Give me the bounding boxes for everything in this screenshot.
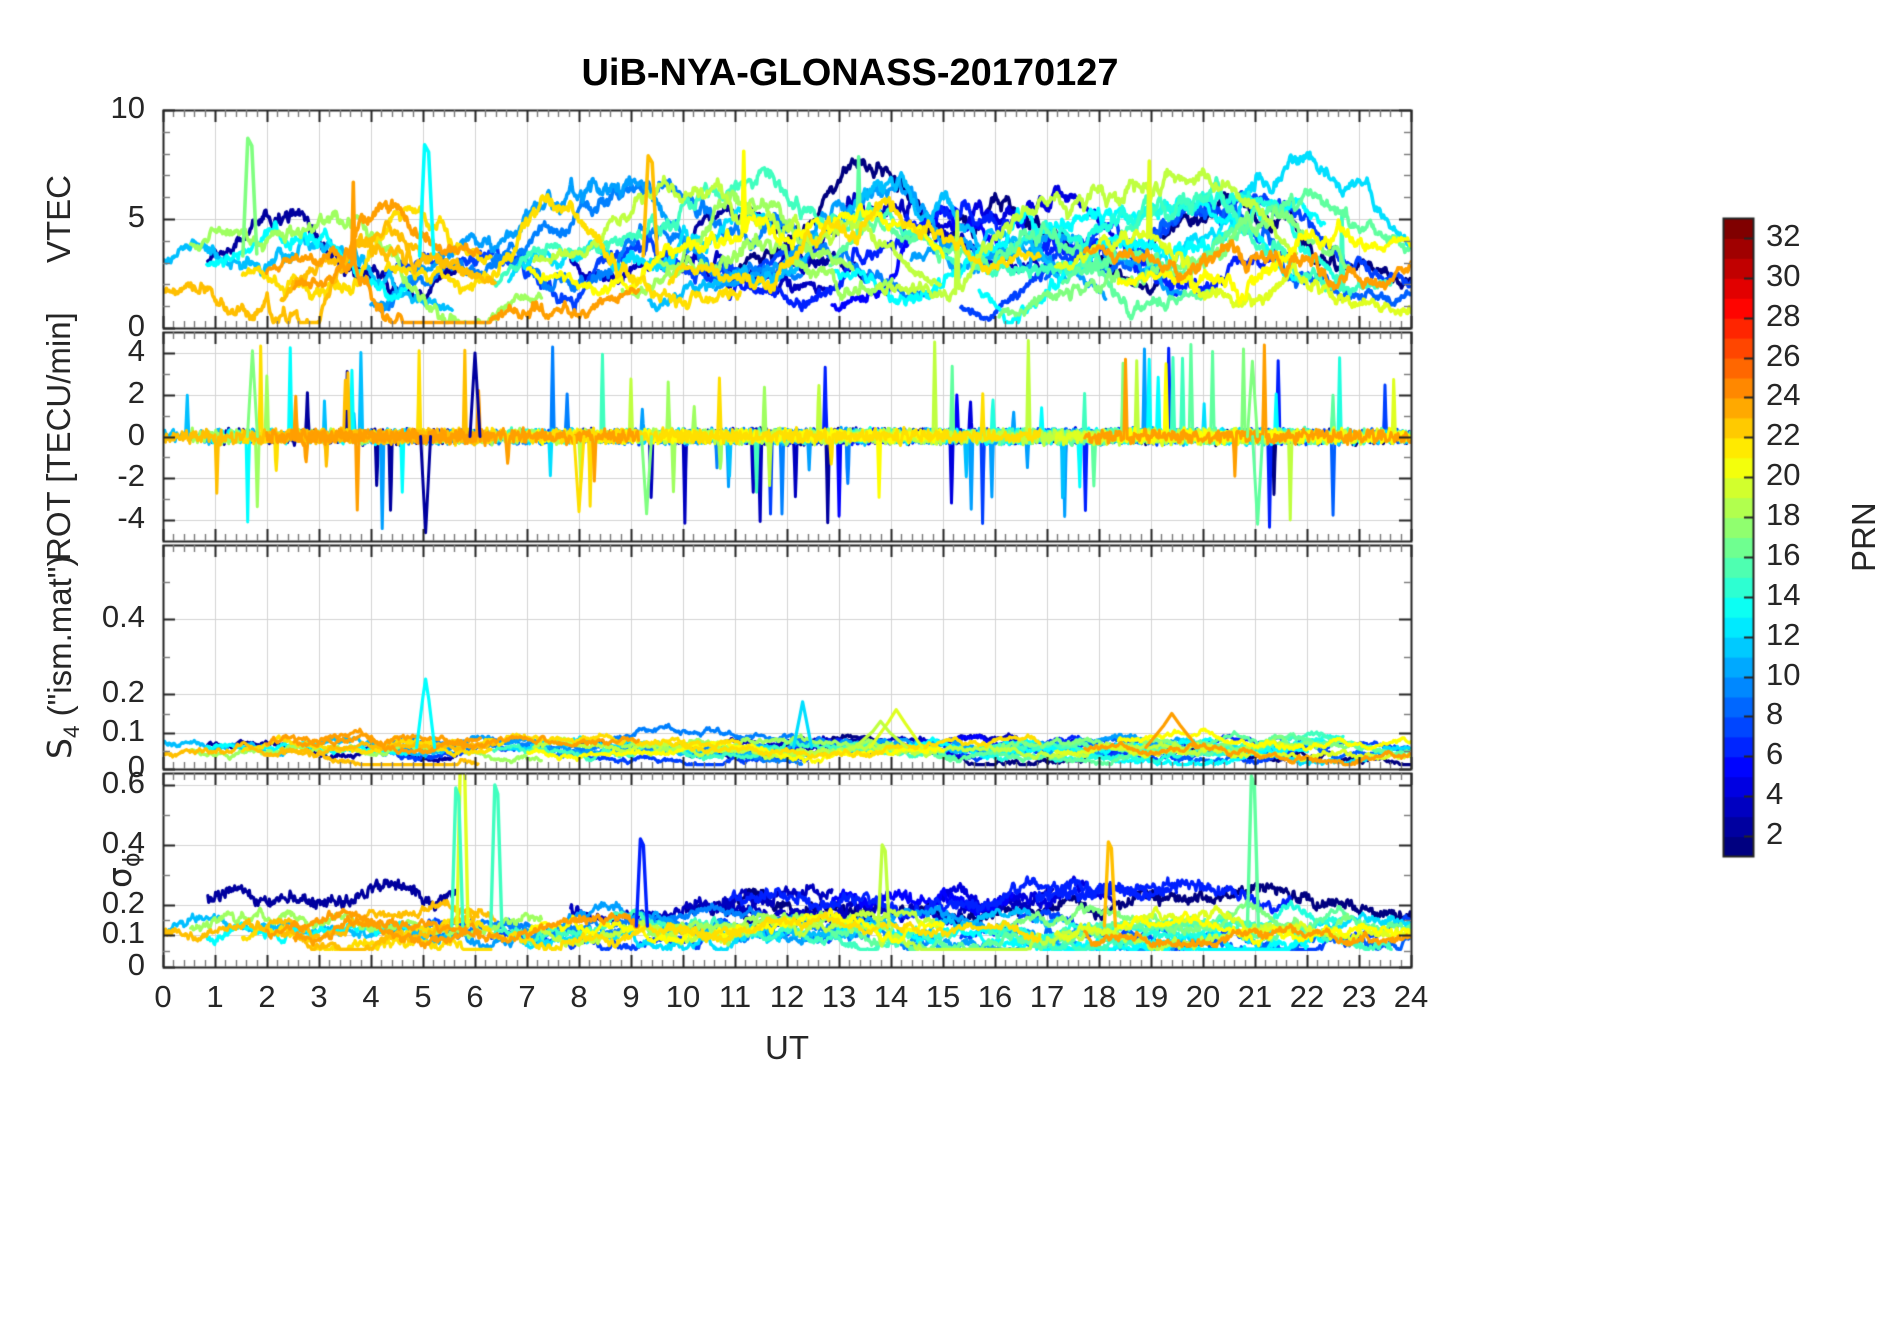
xtick-7: 7: [518, 979, 536, 1014]
xtick-12: 12: [769, 979, 805, 1014]
colorbar-tick-30: 30: [1766, 257, 1801, 293]
colorbar-tick-22: 22: [1766, 416, 1801, 452]
xtick-16: 16: [977, 979, 1013, 1014]
ytick-sigma_phi-0.4: 0.4: [101, 824, 145, 860]
colorbar-tick-8: 8: [1766, 695, 1784, 731]
xtick-13: 13: [821, 979, 857, 1014]
xtick-14: 14: [873, 979, 909, 1014]
xtick-11: 11: [718, 979, 752, 1014]
ytick-vtec-5: 5: [127, 198, 145, 234]
xtick-6: 6: [466, 979, 484, 1014]
colorbar-tick-28: 28: [1766, 297, 1801, 333]
ytick-vtec-10: 10: [110, 89, 145, 125]
colorbar-label: PRN: [1845, 502, 1882, 572]
ytick-s4-0.2: 0.2: [101, 673, 145, 709]
xtick-22: 22: [1289, 979, 1325, 1014]
xtick-17: 17: [1029, 979, 1065, 1014]
x-axis-label: UT: [765, 1029, 809, 1066]
colorbar-tick-32: 32: [1766, 217, 1801, 253]
xtick-4: 4: [362, 979, 380, 1014]
ytick-rot-0: 0: [127, 416, 145, 452]
xtick-21: 21: [1237, 979, 1273, 1014]
ytick-sigma_phi-0.6: 0.6: [101, 764, 145, 800]
ytick-rot--4: -4: [117, 499, 145, 535]
ytick-s4-0.4: 0.4: [101, 598, 145, 634]
ytick-sigma_phi-0.2: 0.2: [101, 884, 145, 920]
colorbar-tick-10: 10: [1766, 656, 1801, 692]
xtick-1: 1: [206, 979, 224, 1014]
colorbar-tick-16: 16: [1766, 536, 1801, 572]
xtick-2: 2: [258, 979, 276, 1014]
xtick-0: 0: [154, 979, 172, 1014]
ytick-s4-0.1: 0.1: [101, 712, 145, 748]
xtick-15: 15: [925, 979, 961, 1014]
colorbar-tick-4: 4: [1766, 775, 1784, 811]
xtick-20: 20: [1185, 979, 1221, 1014]
colorbar-tick-12: 12: [1766, 616, 1801, 652]
ytick-rot--2: -2: [117, 457, 145, 493]
xtick-10: 10: [665, 979, 701, 1014]
xtick-19: 19: [1133, 979, 1169, 1014]
colorbar-tick-24: 24: [1766, 376, 1801, 412]
colorbar-tick-14: 14: [1766, 576, 1801, 612]
ytick-rot-2: 2: [127, 374, 145, 410]
xtick-24: 24: [1393, 979, 1429, 1014]
xtick-5: 5: [414, 979, 432, 1014]
xtick-23: 23: [1341, 979, 1377, 1014]
xtick-3: 3: [310, 979, 328, 1014]
colorbar-tick-26: 26: [1766, 337, 1801, 373]
ytick-vtec-0: 0: [127, 307, 145, 343]
figure-title: UiB-NYA-GLONASS-20170127: [581, 52, 1119, 94]
colorbar-tick-18: 18: [1766, 496, 1801, 532]
ytick-sigma_phi-0.1: 0.1: [101, 914, 145, 950]
xtick-8: 8: [570, 979, 588, 1014]
xtick-18: 18: [1081, 979, 1117, 1014]
ytick-sigma_phi-0: 0: [127, 946, 145, 982]
colorbar-tick-20: 20: [1766, 456, 1801, 492]
ytick-s4-0: 0: [127, 748, 145, 784]
colorbar-tick-6: 6: [1766, 735, 1784, 771]
colorbar-tick-2: 2: [1766, 815, 1784, 851]
ytick-rot-4: 4: [127, 332, 145, 368]
xtick-9: 9: [622, 979, 640, 1014]
